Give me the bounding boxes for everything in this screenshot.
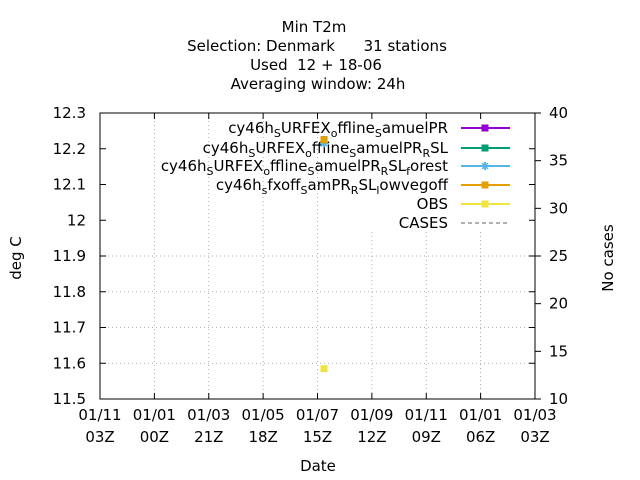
- y2-axis-label: No cases: [599, 224, 617, 292]
- legend-label: cy46hSURFEXofflineSamuelPR: [228, 119, 448, 140]
- x-axis-label: Date: [300, 457, 336, 475]
- x-tick-label-hour: 06Z: [466, 428, 495, 446]
- y2-axis-ticks: 10 15 20 25 30 35 40: [535, 104, 568, 408]
- grid-lines: [100, 113, 535, 399]
- legend-marker: [481, 144, 489, 152]
- title-line-3: Used 12 + 18-06: [250, 56, 382, 74]
- x-tick-label-hour: 21Z: [194, 428, 223, 446]
- legend-label: OBS: [417, 195, 448, 213]
- x-tick-label-hour: 18Z: [248, 428, 277, 446]
- x-axis-ticks: 01/11 03Z 01/01 00Z 01/03 21Z 01/05 18Z 01/07 15Z…: [78, 113, 557, 446]
- data-point: [320, 365, 328, 373]
- x-tick-label-hour: 09Z: [412, 428, 441, 446]
- x-tick-label-date: 01/05: [242, 406, 285, 424]
- x-tick-label-date: 01/03: [513, 406, 556, 424]
- y-tick-label: 11.6: [53, 354, 86, 372]
- x-tick-label-hour: 00Z: [140, 428, 169, 446]
- legend-marker: [481, 181, 489, 189]
- legend-marker: [481, 200, 489, 208]
- y-tick-label: 11.8: [53, 283, 86, 301]
- x-tick-label-date: 01/01: [133, 406, 176, 424]
- chart-title: Min T2m Selection: Denmark 31 stations U…: [187, 18, 447, 93]
- y2-tick-label: 35: [549, 152, 568, 170]
- data-points: [320, 136, 329, 373]
- legend-label: cy46hsfxoffSamPRRSLlowvegoff: [216, 176, 449, 197]
- x-tick-label-date: 01/09: [350, 406, 393, 424]
- x-tick-label-date: 01/01: [459, 406, 502, 424]
- y-tick-label: 11.5: [53, 390, 86, 408]
- y-tick-label: 12.1: [53, 176, 86, 194]
- x-tick-label-hour: 03Z: [520, 428, 549, 446]
- y-tick-label: 12: [67, 211, 86, 229]
- y2-tick-label: 25: [549, 247, 568, 265]
- title-line-2: Selection: Denmark 31 stations: [187, 37, 447, 55]
- x-tick-label-date: 01/11: [405, 406, 448, 424]
- data-point: [320, 136, 328, 144]
- x-tick-label-hour: 03Z: [85, 428, 114, 446]
- title-line-4: Averaging window: 24h: [231, 75, 406, 93]
- x-tick-label-hour: 15Z: [303, 428, 332, 446]
- y-tick-label: 12.2: [53, 140, 86, 158]
- legend-marker: [481, 162, 489, 170]
- legend-label: CASES: [399, 214, 448, 232]
- x-tick-label-hour: 12Z: [357, 428, 386, 446]
- legend-marker: [481, 124, 489, 132]
- y2-tick-label: 10: [549, 390, 568, 408]
- legend-label: cy46hSURFEXofflineSamuelPRRSLforest: [161, 157, 448, 178]
- x-tick-label-date: 01/03: [187, 406, 230, 424]
- y2-tick-label: 15: [549, 342, 568, 360]
- x-tick-label-date: 01/11: [78, 406, 121, 424]
- y2-tick-label: 30: [549, 199, 568, 217]
- legend: cy46hSURFEXofflineSamuelPRcy46hSURFEXoff…: [161, 119, 510, 232]
- y-axis-ticks: 11.5 11.6 11.7 11.8 11.9 12 12.1 12.2 12.3: [53, 104, 535, 408]
- y-tick-label: 12.3: [53, 104, 86, 122]
- y-tick-label: 11.9: [53, 247, 86, 265]
- x-tick-label-date: 01/07: [296, 406, 339, 424]
- y2-tick-label: 20: [549, 295, 568, 313]
- legend-label: cy46hSURFEXofflineSamuelPRRSL: [203, 139, 449, 160]
- y2-tick-label: 40: [549, 104, 568, 122]
- y-axis-label: deg C: [7, 236, 25, 280]
- title-line-1: Min T2m: [282, 18, 347, 36]
- y-tick-label: 11.7: [53, 319, 86, 337]
